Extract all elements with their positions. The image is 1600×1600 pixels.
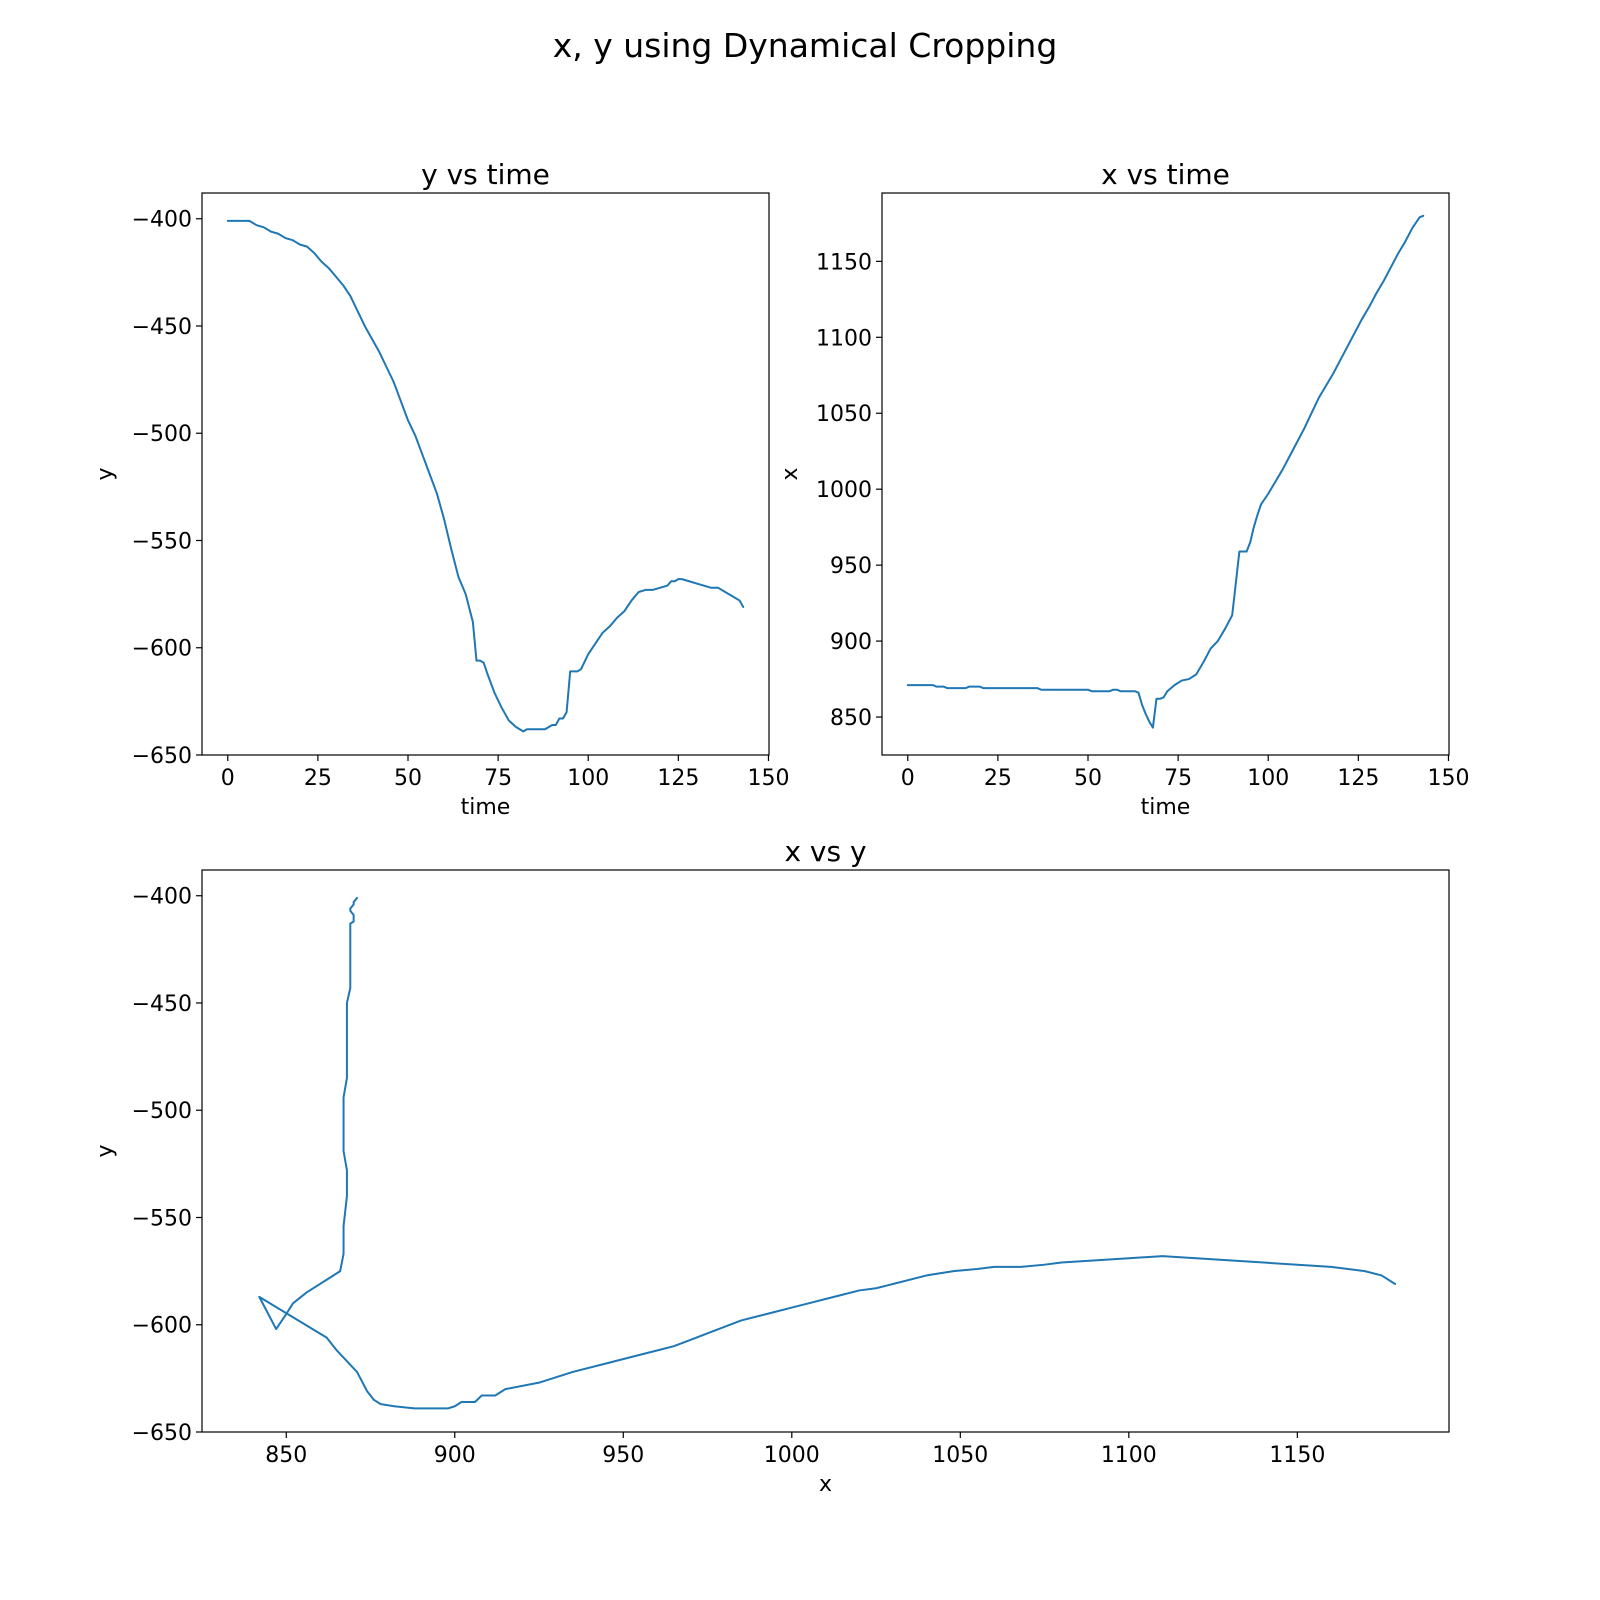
y-tick-label: −500 <box>132 422 192 447</box>
y-tick-label: −500 <box>132 1099 192 1124</box>
y-tick-label: −400 <box>132 885 192 910</box>
chart-x-vs-time: x vs time time x 0 25 50 75 100 125 150 850 900 9… <box>778 158 1469 820</box>
y-tick-label: 1000 <box>816 478 872 503</box>
y-tick-label: −400 <box>132 208 192 233</box>
y-tick-label: −600 <box>132 1314 192 1339</box>
y-tick-label: 1100 <box>816 326 872 351</box>
y-tick-label: 1050 <box>816 402 872 427</box>
y-tick-label: 1150 <box>816 250 872 275</box>
y-tick-label: −650 <box>132 744 192 769</box>
series-line-0 <box>906 214 1425 729</box>
x-tick-label: 25 <box>304 766 332 791</box>
x-tick-label: 75 <box>1164 766 1192 791</box>
y-axis-label: y <box>93 467 118 480</box>
y-tick-label: −650 <box>132 1421 192 1446</box>
x-tick-label: 125 <box>1337 766 1379 791</box>
chart-title: x vs y <box>784 835 866 868</box>
x-axis-label: x <box>819 1472 832 1497</box>
x-tick-label: 1050 <box>932 1443 988 1468</box>
plot-frame <box>881 192 1450 756</box>
x-tick-label: 150 <box>747 766 789 791</box>
y-tick-label: 950 <box>830 554 872 579</box>
x-tick-label: 50 <box>1074 766 1102 791</box>
x-tick-label: 1100 <box>1101 1443 1157 1468</box>
x-axis-label: time <box>461 795 511 820</box>
series-line-0 <box>258 896 1397 1410</box>
y-tick-label: −450 <box>132 992 192 1017</box>
y-tick-label: −600 <box>132 637 192 662</box>
y-axis-label: x <box>778 467 803 480</box>
x-tick-label: 850 <box>265 1443 307 1468</box>
x-tick-label: 150 <box>1427 766 1469 791</box>
chart-title: x vs time <box>1101 158 1230 191</box>
y-tick-label: −450 <box>132 315 192 340</box>
x-tick-label: 900 <box>434 1443 476 1468</box>
figure-suptitle: x, y using Dynamical Cropping <box>553 26 1058 65</box>
y-tick-label: −550 <box>132 1206 192 1231</box>
x-tick-label: 75 <box>484 766 512 791</box>
y-tick-label: 900 <box>830 630 872 655</box>
x-tick-label: 1150 <box>1269 1443 1325 1468</box>
x-tick-label: 25 <box>984 766 1012 791</box>
x-tick-label: 100 <box>567 766 609 791</box>
x-tick-label: 125 <box>657 766 699 791</box>
x-axis-label: time <box>1141 795 1191 820</box>
y-tick-label: −550 <box>132 529 192 554</box>
x-tick-label: 100 <box>1247 766 1289 791</box>
chart-y-vs-time: y vs time time y 0 25 50 75 100 125 150 −400 −45… <box>93 158 789 820</box>
chart-title: y vs time <box>421 158 550 191</box>
x-tick-label: 1000 <box>764 1443 820 1468</box>
y-axis-label: y <box>93 1144 118 1157</box>
plot-frame <box>201 869 1450 1433</box>
x-tick-label: 0 <box>221 766 235 791</box>
x-tick-label: 0 <box>901 766 915 791</box>
y-tick-label: 850 <box>830 706 872 731</box>
chart-x-vs-y: x vs y x y 850 900 950 1000 1050 1100 1150 −400… <box>93 835 1450 1497</box>
x-tick-label: 950 <box>602 1443 644 1468</box>
series-line-0 <box>226 219 745 733</box>
x-tick-label: 50 <box>394 766 422 791</box>
plot-frame <box>201 192 770 756</box>
